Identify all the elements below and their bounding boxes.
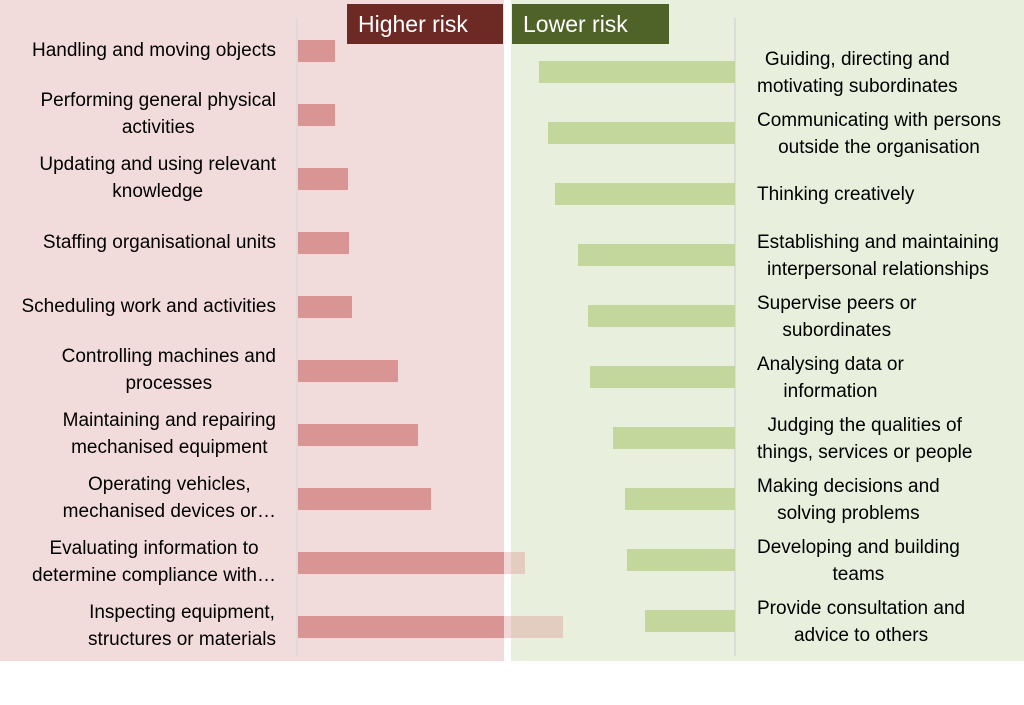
higher-risk-bar bbox=[298, 616, 504, 638]
higher-risk-label: Scheduling work and activities bbox=[21, 293, 276, 320]
lower-risk-label-line: solving problems bbox=[777, 503, 920, 524]
lower-risk-label-line: motivating subordinates bbox=[757, 76, 958, 97]
lower-risk-label-line: things, services or people bbox=[757, 442, 973, 463]
lower-risk-label-line: Guiding, directing and bbox=[764, 49, 950, 70]
higher-risk-bar bbox=[298, 360, 398, 382]
higher-risk-label: Performing general physical activities bbox=[40, 87, 276, 141]
lower-risk-label-line: Supervise peers or bbox=[757, 293, 917, 314]
higher-risk-label: Controlling machines and processes bbox=[62, 343, 276, 397]
lower-risk-bar bbox=[588, 305, 735, 327]
lower-risk-label-line: Making decisions and bbox=[757, 476, 940, 497]
lower-risk-header: Lower risk bbox=[512, 4, 669, 44]
higher-risk-label-line: Performing general physical bbox=[40, 90, 276, 111]
higher-risk-header: Higher risk bbox=[347, 4, 503, 44]
higher-risk-label-line: Maintaining and repairing bbox=[62, 410, 276, 431]
lower-risk-bar bbox=[613, 427, 735, 449]
higher-risk-label: Evaluating information to determine compl… bbox=[32, 535, 276, 589]
lower-risk-label-line: advice to others bbox=[793, 625, 929, 646]
higher-risk-label-line: activities bbox=[121, 117, 195, 138]
higher-risk-bar bbox=[298, 424, 418, 446]
lower-risk-label-line: Developing and building bbox=[757, 537, 960, 558]
higher-risk-label: Operating vehicles, mechanised devices or… bbox=[63, 471, 276, 525]
lower-risk-label-line: Analysing data or bbox=[757, 354, 904, 375]
higher-risk-label-line: mechanised equipment bbox=[71, 437, 268, 458]
lower-risk-bar bbox=[627, 549, 735, 571]
lower-risk-label-line: Judging the qualities of bbox=[767, 415, 962, 436]
lower-risk-bar bbox=[555, 183, 735, 205]
lower-risk-label: Communicating with persons outside the or… bbox=[757, 107, 1001, 161]
lower-risk-label-line: interpersonal relationships bbox=[767, 259, 989, 280]
higher-risk-label: Staffing organisational units bbox=[43, 229, 276, 256]
higher-risk-bar bbox=[298, 296, 352, 318]
higher-risk-label-line: mechanised devices or… bbox=[62, 501, 276, 522]
lower-risk-label-line: teams bbox=[832, 564, 885, 585]
higher-risk-label-line: knowledge bbox=[112, 181, 204, 202]
higher-risk-label: Handling and moving objects bbox=[32, 37, 276, 64]
lower-risk-axis bbox=[734, 18, 736, 656]
lower-risk-label: Thinking creatively bbox=[757, 181, 914, 208]
higher-risk-label-line: structures or materials bbox=[88, 629, 276, 650]
higher-risk-label-line: Staffing organisational units bbox=[42, 231, 276, 253]
higher-risk-axis bbox=[296, 18, 298, 656]
lower-risk-label: Guiding, directing and motivating subordi… bbox=[757, 46, 958, 100]
higher-risk-label-line: Handling and moving objects bbox=[32, 39, 276, 61]
lower-risk-bar bbox=[625, 488, 735, 510]
higher-risk-bar bbox=[298, 40, 335, 62]
lower-risk-label-line: Communicating with persons bbox=[757, 110, 1001, 131]
higher-risk-bar bbox=[298, 168, 348, 190]
higher-risk-bar bbox=[298, 488, 431, 510]
lower-risk-label-line: information bbox=[783, 381, 878, 402]
lower-risk-label: Provide consultation and advice to others bbox=[757, 595, 965, 649]
lower-risk-label: Judging the qualities of things, services… bbox=[757, 412, 972, 466]
higher-risk-bar bbox=[298, 232, 349, 254]
higher-risk-label-line: Updating and using relevant bbox=[39, 154, 276, 175]
higher-risk-label-line: Scheduling work and activities bbox=[21, 295, 276, 317]
lower-risk-label: Developing and building teams bbox=[757, 534, 960, 588]
lower-risk-bar bbox=[590, 366, 735, 388]
higher-risk-panel bbox=[0, 0, 504, 661]
higher-risk-label-line: Evaluating information to bbox=[49, 538, 259, 559]
higher-risk-bar-overflow bbox=[504, 552, 525, 574]
higher-risk-bar-overflow bbox=[504, 616, 563, 638]
higher-risk-label-line: processes bbox=[125, 373, 213, 394]
lower-risk-label: Analysing data or information bbox=[757, 351, 904, 405]
lower-risk-bar bbox=[645, 610, 735, 632]
lower-risk-label-line: Establishing and maintaining bbox=[757, 232, 999, 253]
higher-risk-label: Inspecting equipment, structures or mater… bbox=[88, 599, 276, 653]
lower-risk-bar bbox=[578, 244, 735, 266]
lower-risk-label-line: subordinates bbox=[782, 320, 892, 341]
lower-risk-label: Supervise peers or subordinates bbox=[757, 290, 916, 344]
higher-risk-label-line: determine compliance with… bbox=[32, 565, 276, 586]
higher-risk-label-line: Operating vehicles, bbox=[88, 474, 251, 495]
lower-risk-label: Making decisions and solving problems bbox=[757, 473, 940, 527]
lower-risk-panel bbox=[511, 0, 1024, 661]
higher-risk-label: Updating and using relevant knowledge bbox=[39, 151, 276, 205]
higher-risk-label: Maintaining and repairing mechanised equi… bbox=[63, 407, 276, 461]
lower-risk-bar bbox=[548, 122, 735, 144]
lower-risk-label-line: Provide consultation and bbox=[757, 598, 966, 619]
lower-risk-bar bbox=[539, 61, 735, 83]
higher-risk-label-line: Controlling machines and bbox=[61, 346, 276, 367]
lower-risk-label-line: outside the organisation bbox=[778, 137, 980, 158]
lower-risk-label-line: Thinking creatively bbox=[757, 184, 915, 205]
higher-risk-bar bbox=[298, 104, 335, 126]
lower-risk-label: Establishing and maintaining interpersona… bbox=[757, 229, 999, 283]
higher-risk-label-line: Inspecting equipment, bbox=[89, 602, 275, 623]
higher-risk-bar bbox=[298, 552, 504, 574]
